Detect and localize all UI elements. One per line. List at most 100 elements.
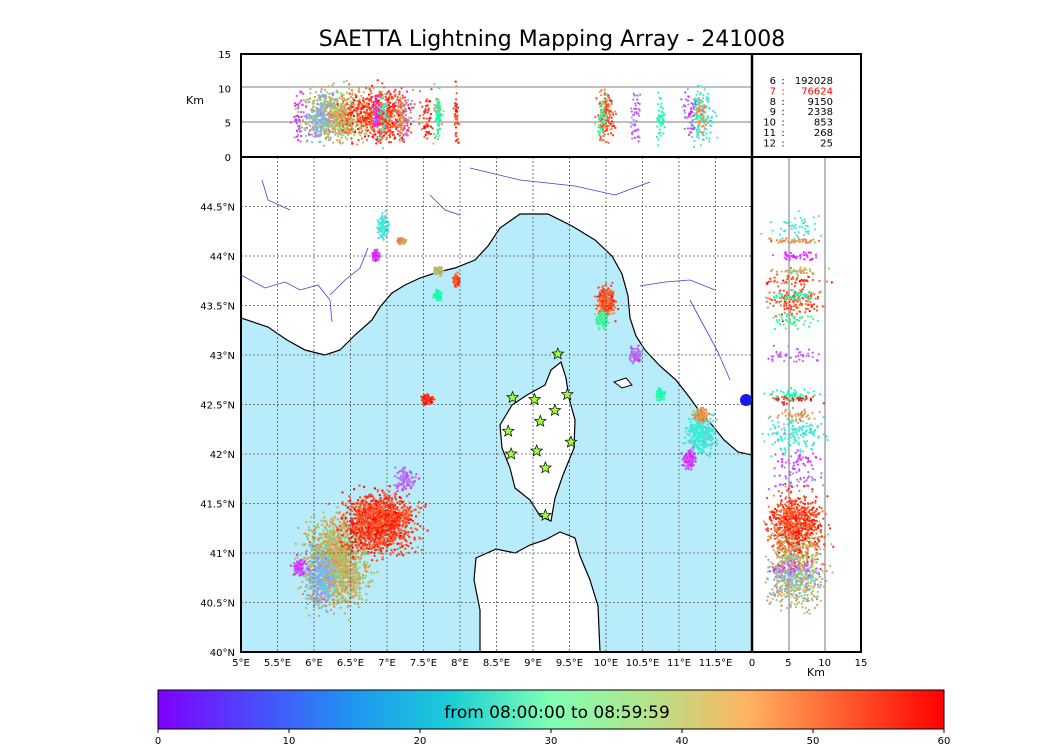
- lightning-source: [324, 533, 327, 536]
- lightning-source-top: [307, 131, 310, 135]
- river-tiber: [689, 299, 731, 381]
- lightning-source: [366, 561, 369, 564]
- lightning-source: [322, 539, 326, 542]
- lightning-source-top: [438, 124, 441, 127]
- lightning-source: [364, 553, 367, 556]
- lightning-source-top: [658, 122, 661, 125]
- lightning-source: [335, 546, 338, 549]
- lightning-source-top: [338, 122, 341, 125]
- lightning-source-top: [703, 104, 706, 107]
- lightning-source: [375, 548, 378, 551]
- lightning-source-top: [705, 128, 708, 131]
- lightning-source: [351, 589, 355, 592]
- lightning-source: [408, 507, 411, 510]
- lightning-source: [367, 566, 370, 569]
- lightning-source-top: [384, 95, 387, 98]
- lightning-source-top: [637, 128, 640, 131]
- lightning-source-top: [379, 96, 382, 99]
- lightning-source: [299, 553, 302, 557]
- lightning-source-top: [305, 126, 308, 129]
- lightning-source-top: [662, 132, 665, 135]
- lightning-source-top: [359, 134, 362, 137]
- lightning-source: [350, 581, 354, 584]
- lightning-source-top: [595, 97, 598, 100]
- lightning-source-top: [708, 119, 711, 122]
- lightning-source-top: [347, 128, 350, 131]
- lightning-source-top: [346, 103, 349, 106]
- lightning-source-top: [600, 103, 604, 106]
- lightning-source-top: [366, 112, 369, 116]
- lightning-source-top: [707, 117, 710, 120]
- lightning-source: [357, 511, 361, 515]
- lightning-source: [333, 538, 336, 541]
- lightning-source-top: [309, 92, 312, 95]
- lightning-source-top: [302, 98, 305, 101]
- lightning-source: [370, 547, 373, 551]
- lightning-source-top: [348, 130, 351, 133]
- lightning-source: [373, 554, 376, 558]
- lightning-source: [365, 547, 368, 550]
- lightning-source: [346, 599, 350, 603]
- lightning-source-top: [398, 92, 401, 95]
- lightning-source-top: [335, 113, 338, 116]
- lightning-source: [332, 541, 336, 544]
- lightning-source-top: [630, 110, 633, 113]
- lightning-source-top: [697, 127, 700, 131]
- lightning-source-top: [633, 107, 636, 110]
- lightning-source: [333, 605, 336, 608]
- lightning-source-top: [637, 107, 641, 111]
- lightning-source-top: [398, 111, 401, 114]
- lightning-source-top: [349, 124, 352, 127]
- lightning-source-top: [298, 125, 301, 128]
- lightning-source-top: [433, 83, 436, 86]
- lightning-source: [342, 567, 345, 570]
- lightning-source-top: [413, 102, 416, 106]
- lightning-source: [346, 555, 349, 558]
- lightning-source-top: [307, 133, 311, 136]
- lightning-source: [349, 558, 353, 561]
- lightning-source: [377, 505, 381, 508]
- lightning-source-top: [661, 123, 664, 126]
- lightning-source-top: [313, 131, 316, 135]
- lightning-source-top: [395, 128, 398, 131]
- lightning-source: [338, 574, 341, 578]
- lightning-source-top: [371, 125, 374, 128]
- lightning-source-top: [382, 107, 385, 110]
- lightning-source-top: [299, 140, 302, 143]
- lightning-source-top: [329, 138, 332, 141]
- lightning-source: [346, 529, 349, 532]
- lightning-source: [341, 501, 344, 504]
- lightning-source-top: [429, 100, 432, 103]
- lightning-source-top: [369, 89, 372, 92]
- lightning-source: [406, 506, 409, 509]
- lightning-source: [345, 536, 348, 539]
- lightning-source: [341, 536, 344, 539]
- lightning-source: [318, 536, 322, 540]
- lightning-source: [318, 606, 321, 610]
- lightning-source: [345, 524, 348, 527]
- lightning-source-top: [320, 128, 323, 131]
- lightning-source: [361, 581, 365, 584]
- lightning-source-top: [371, 84, 374, 87]
- lightning-source-top: [370, 106, 373, 109]
- lightning-source: [345, 588, 348, 592]
- lightning-source-top: [311, 126, 314, 129]
- lightning-source-top: [662, 113, 666, 116]
- lightning-source-top: [602, 119, 606, 122]
- lightning-source-top: [336, 125, 339, 128]
- lightning-source-top: [336, 128, 339, 132]
- lightning-source-top: [699, 144, 702, 147]
- lightning-source-top: [697, 136, 701, 139]
- lightning-source-top: [601, 108, 604, 111]
- lightning-source-top: [598, 138, 601, 141]
- lightning-source-top: [321, 114, 324, 117]
- lightning-source: [299, 586, 302, 589]
- lightning-source-top: [315, 134, 319, 137]
- lightning-source: [308, 614, 311, 617]
- lightning-source: [329, 554, 332, 558]
- lightning-source-top: [396, 132, 400, 136]
- station-count-value: 25: [820, 138, 833, 149]
- lightning-source-top: [329, 121, 332, 125]
- lightning-source-top: [614, 110, 617, 113]
- lightning-source-top: [657, 91, 660, 94]
